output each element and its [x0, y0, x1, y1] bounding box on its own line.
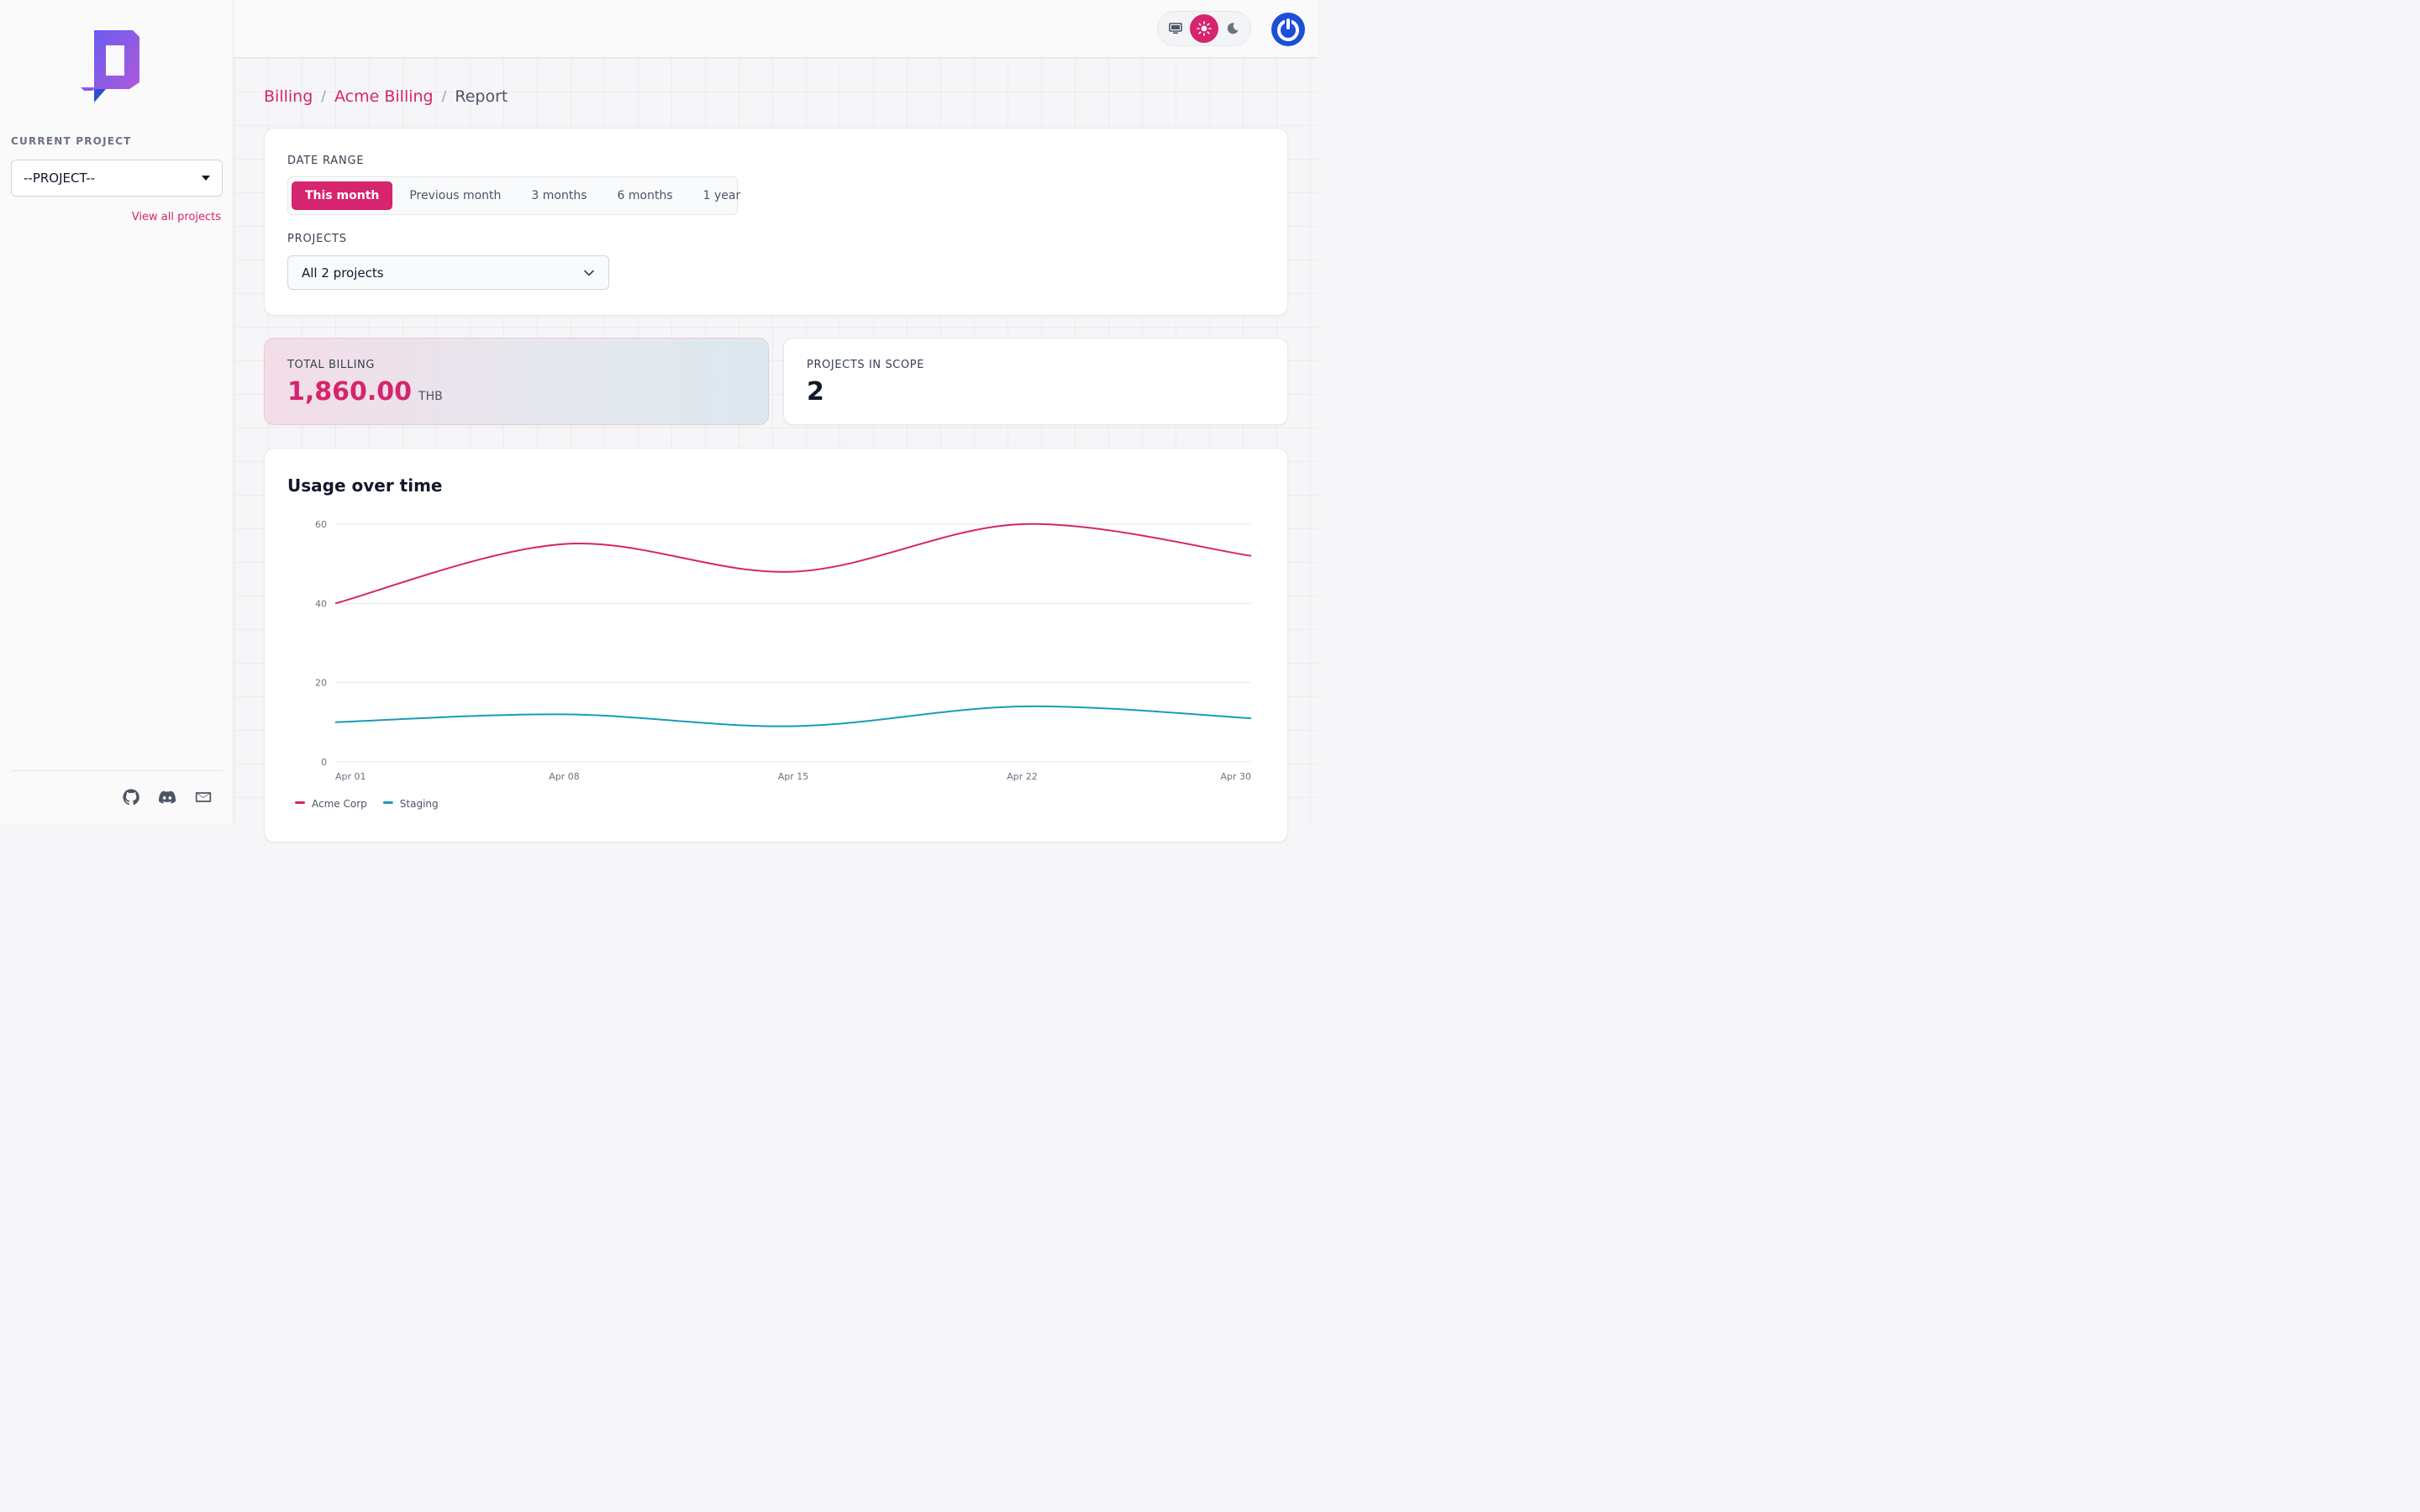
- legend-swatch: [382, 801, 393, 804]
- breadcrumb-current: Report: [455, 87, 508, 106]
- project-select-value: --PROJECT--: [24, 171, 96, 186]
- theme-toggle: [1157, 11, 1251, 46]
- sidebar: CURRENT PROJECT --PROJECT-- View all pro…: [0, 0, 234, 823]
- breadcrumb-billing[interactable]: Billing: [264, 87, 313, 106]
- x-tick-label: Apr 15: [778, 771, 809, 782]
- x-tick-label: Apr 08: [549, 771, 580, 782]
- x-tick-label: Apr 01: [335, 771, 366, 782]
- projects-label: PROJECTS: [287, 233, 347, 245]
- topbar: [234, 0, 1318, 58]
- y-tick-label: 20: [315, 678, 327, 689]
- current-project-label: CURRENT PROJECT: [11, 135, 132, 147]
- discord-icon[interactable]: [159, 789, 176, 806]
- range-3-months[interactable]: 3 months: [531, 189, 587, 202]
- total-billing-currency: THB: [418, 390, 443, 403]
- power-icon[interactable]: [1270, 12, 1306, 47]
- total-billing-value: 1,860.00: [287, 377, 413, 407]
- moon-icon: [1227, 23, 1239, 34]
- y-tick-label: 40: [315, 598, 327, 609]
- mail-icon[interactable]: [195, 789, 212, 806]
- breadcrumb-separator: /: [441, 88, 447, 105]
- chart-title: Usage over time: [287, 475, 443, 496]
- date-range-label: DATE RANGE: [287, 155, 365, 167]
- usage-chart-card: Usage over time 0 20 40 60 Apr 01 Apr 08 Apr 1…: [264, 448, 1288, 843]
- projects-select-value: All 2 projects: [302, 265, 384, 281]
- projects-select[interactable]: All 2 projects: [287, 255, 609, 290]
- range-this-month[interactable]: This month: [292, 181, 393, 210]
- x-tick-label: Apr 30: [1220, 771, 1251, 782]
- projects-in-scope-card: PROJECTS IN SCOPE 2: [783, 338, 1288, 425]
- breadcrumb-separator: /: [321, 88, 326, 105]
- theme-dark-button[interactable]: [1218, 14, 1247, 43]
- breadcrumb-acme-billing[interactable]: Acme Billing: [334, 87, 434, 106]
- x-tick-label: Apr 22: [1007, 771, 1038, 782]
- range-previous-month[interactable]: Previous month: [409, 189, 502, 202]
- range-1-year[interactable]: 1 year: [702, 189, 741, 202]
- chevron-down-icon: [584, 270, 594, 276]
- date-range-group: This month Previous month 3 months 6 mon…: [287, 176, 740, 215]
- theme-system-button[interactable]: [1161, 14, 1190, 43]
- theme-light-button[interactable]: [1190, 14, 1218, 43]
- legend-label: Staging: [400, 798, 439, 810]
- total-billing-card: TOTAL BILLING 1,860.00 THB: [264, 338, 769, 425]
- view-all-projects-link[interactable]: View all projects: [131, 211, 221, 223]
- sun-icon: [1197, 21, 1212, 36]
- projects-in-scope-label: PROJECTS IN SCOPE: [807, 359, 925, 371]
- legend-swatch: [295, 801, 305, 804]
- y-tick-label: 60: [315, 519, 327, 530]
- series-line: [334, 705, 1252, 727]
- monitor-icon: [1169, 23, 1182, 34]
- total-billing-label: TOTAL BILLING: [287, 359, 376, 371]
- breadcrumb: Billing / Acme Billing / Report: [264, 87, 508, 106]
- usage-line-chart: 0 20 40 60 Apr 01 Apr 08 Apr 15 Apr 22 Apr 30 Acm…: [295, 519, 1252, 810]
- legend-label: Acme Corp: [312, 798, 367, 810]
- y-tick-label: 0: [321, 757, 327, 768]
- github-icon[interactable]: [123, 789, 139, 806]
- filter-card: DATE RANGE This month Previous month 3 m…: [264, 128, 1288, 316]
- caret-down-icon: [202, 176, 210, 181]
- app-logo[interactable]: [81, 30, 141, 102]
- sidebar-divider: [11, 770, 223, 771]
- range-6-months[interactable]: 6 months: [617, 189, 673, 202]
- projects-in-scope-value: 2: [807, 377, 824, 407]
- project-select[interactable]: --PROJECT--: [11, 160, 223, 197]
- series-line: [334, 522, 1252, 605]
